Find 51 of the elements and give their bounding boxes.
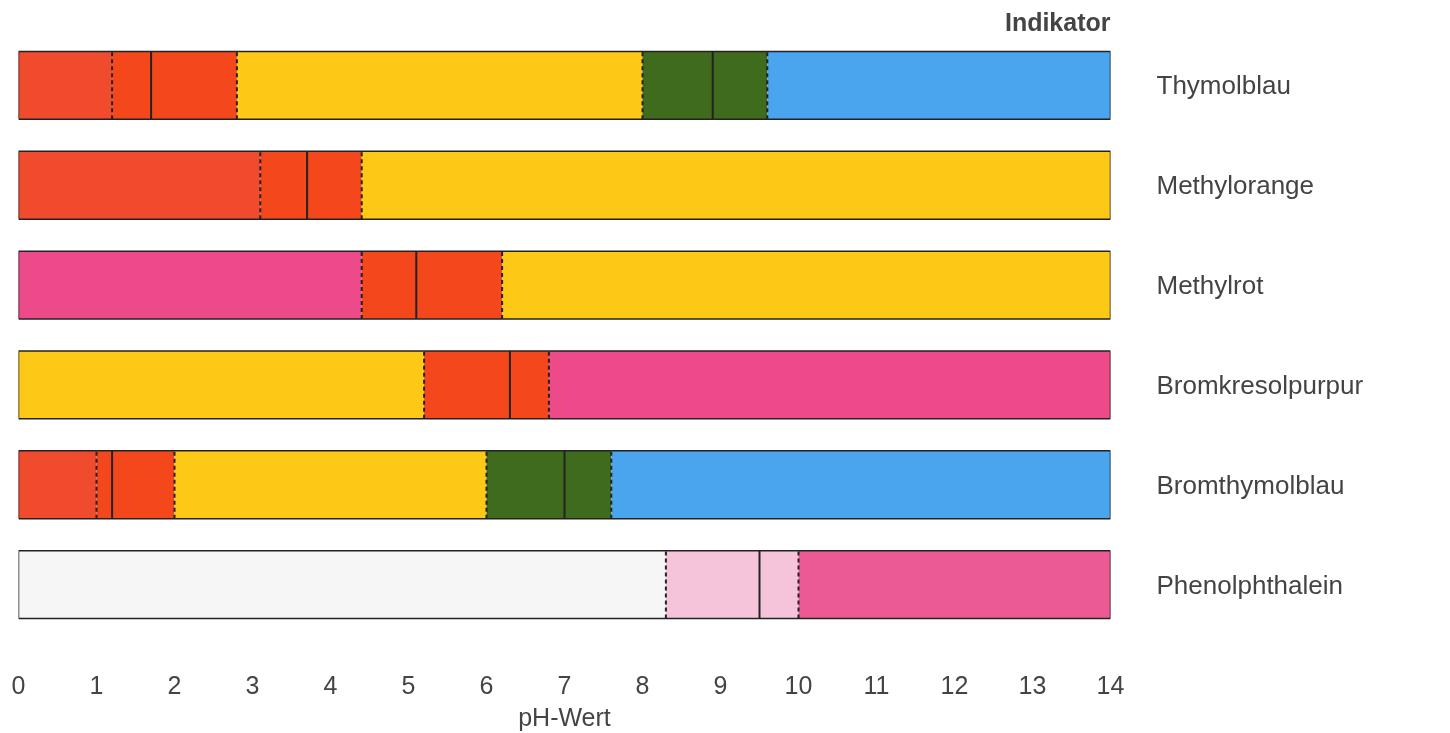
x-tick-label: 12	[940, 670, 969, 699]
x-tick-label: 14	[1096, 670, 1125, 699]
bar	[174, 450, 487, 519]
bar	[564, 450, 612, 519]
x-tick-label: 8	[635, 670, 650, 699]
x-tick-label: 10	[784, 670, 813, 699]
bar	[18, 251, 362, 320]
bar	[759, 550, 799, 619]
x-tick-label: 3	[245, 670, 260, 699]
bar	[798, 550, 1111, 619]
bar	[712, 51, 768, 120]
x-tick-label: 9	[713, 670, 728, 699]
bar	[502, 251, 1111, 320]
y-tick-label: Bromthymolblau	[1156, 469, 1345, 500]
bar	[509, 350, 549, 419]
x-tick-label: 11	[863, 670, 890, 699]
bar	[112, 51, 152, 120]
bar	[361, 151, 1111, 220]
bar	[424, 350, 510, 419]
y-tick-label: Phenolphthalein	[1156, 569, 1343, 600]
bar	[151, 51, 237, 120]
bar	[112, 450, 175, 519]
x-tick-label: 0	[11, 670, 26, 699]
bar	[665, 550, 760, 619]
y-axis-title: Indikator	[1004, 7, 1111, 36]
x-tick-label: 4	[323, 670, 338, 699]
bar	[18, 550, 666, 619]
bar	[642, 51, 713, 120]
x-tick-label: 1	[89, 670, 104, 699]
bar	[416, 251, 503, 320]
x-tick-label: 6	[479, 670, 494, 699]
bar	[18, 51, 113, 120]
bar	[767, 51, 1111, 120]
y-tick-label: Bromkresolpurpur	[1156, 369, 1364, 400]
bar	[548, 350, 1111, 419]
bar	[486, 450, 565, 519]
bar	[18, 151, 261, 220]
bar	[260, 151, 308, 220]
x-axis-title: pH-Wert	[518, 702, 611, 731]
bar	[18, 450, 97, 519]
bar	[307, 151, 362, 220]
x-tick-label: 7	[557, 670, 572, 699]
x-tick-label: 5	[401, 670, 416, 699]
y-tick-label: Thymolblau	[1156, 70, 1291, 101]
y-tick-label: Methylrot	[1156, 270, 1265, 301]
bar	[611, 450, 1111, 519]
x-tick-label: 2	[167, 670, 182, 699]
y-tick-label: Methylorange	[1156, 170, 1315, 201]
x-tick-label: 13	[1018, 670, 1047, 699]
bar	[236, 51, 643, 120]
bar	[361, 251, 417, 320]
